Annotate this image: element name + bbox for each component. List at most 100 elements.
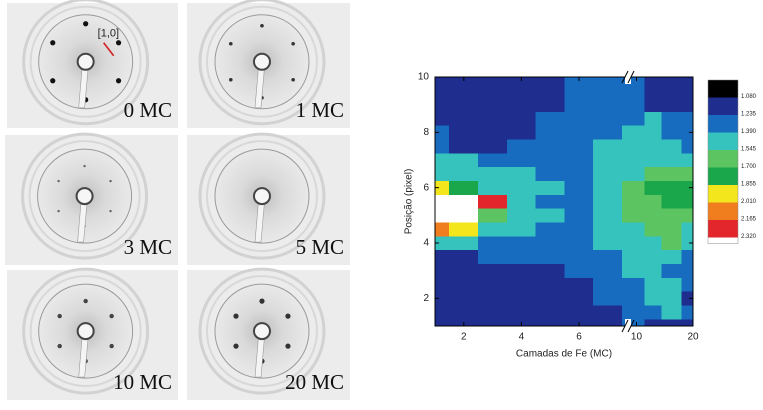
contour-cell: [434, 208, 450, 223]
contour-cell: [506, 83, 537, 98]
contour-cell: [681, 166, 694, 182]
contour-cell: [535, 97, 565, 112]
panel-annotation: [1,0]: [98, 28, 119, 40]
contour-cell: [661, 194, 682, 209]
x-tick-label: 20: [687, 332, 699, 343]
x-tick-label: 6: [576, 332, 582, 343]
electron-gun: [75, 187, 94, 206]
colorbar-swatch: [708, 150, 738, 168]
contour-cell: [477, 208, 508, 223]
contour-cell: [661, 235, 682, 251]
contour-cell: [681, 263, 694, 278]
diffraction-spot: [57, 343, 62, 349]
colorbar-swatch: [708, 115, 738, 133]
contour-cell: [449, 97, 479, 112]
contour-cell: [593, 277, 623, 292]
leed-panel: 10 MC: [7, 267, 178, 400]
colorbar-swatch: [708, 220, 738, 238]
contour-cell: [564, 166, 594, 182]
contour-cell: [477, 180, 508, 195]
contour-cell: [564, 277, 594, 292]
contour-cell: [621, 97, 646, 112]
diffraction-spot: [50, 78, 56, 84]
diffraction-spot: [109, 313, 114, 319]
contour-cell: [644, 139, 663, 154]
contour-cell: [644, 208, 663, 223]
contour-cell: [644, 180, 663, 195]
contour-cell: [477, 139, 508, 154]
contour-cell: [449, 166, 479, 182]
colorbar-frame: [707, 79, 739, 244]
contour-cell: [535, 76, 565, 85]
contour-cell: [477, 222, 508, 237]
contour-cell: [535, 277, 565, 292]
contour-cell: [661, 305, 682, 320]
contour-cell: [681, 111, 694, 126]
colorbar-label: 2.320: [741, 234, 757, 240]
contour-cell: [681, 318, 694, 327]
contour-cell: [681, 139, 694, 154]
diffraction-spot: [115, 78, 122, 84]
contour-cell: [535, 152, 565, 168]
panel-label: 3 MC: [124, 235, 172, 259]
contour-cell: [621, 249, 646, 265]
contour-cell: [477, 305, 508, 320]
outer-ring: [21, 132, 149, 260]
contour-cell: [434, 97, 450, 112]
contour-cell: [661, 291, 682, 306]
contour-cell: [535, 305, 565, 320]
contour-cell: [621, 194, 646, 209]
contour-cell: [535, 83, 565, 98]
contour-cell: [564, 83, 594, 98]
contour-cell: [535, 235, 565, 251]
outer-ring: [198, 132, 326, 260]
outer-ring: [198, 267, 326, 395]
outer-ring: [29, 5, 142, 118]
diffraction-spot: [57, 209, 60, 213]
leed-panel: 1 MC: [187, 0, 350, 128]
outer-ring: [198, 0, 326, 126]
contour-cell: [621, 83, 646, 98]
contour-cell: [434, 166, 450, 182]
contour-cell: [661, 111, 682, 126]
contour-cell: [681, 152, 694, 168]
diffraction-spot: [83, 164, 86, 168]
axis-break-mark: [621, 70, 629, 84]
contour-cell: [449, 125, 479, 140]
diffraction-spot: [285, 343, 291, 349]
outer-ring: [22, 267, 150, 395]
contour-cell: [593, 208, 623, 223]
contour-cell: [644, 249, 663, 265]
contour-cell: [434, 76, 450, 85]
contour-cell: [661, 166, 682, 182]
diffraction-spot: [83, 298, 88, 304]
colorbar-label: 1.545: [741, 147, 757, 153]
panel-label: 0 MC: [124, 98, 172, 122]
y-tick-label: 10: [418, 72, 430, 83]
contour-cell: [621, 208, 646, 223]
contour-cell: [661, 139, 682, 154]
axis-break-gap: [625, 70, 631, 84]
contour-cell: [477, 194, 508, 209]
contour-cell: [434, 194, 450, 209]
electron-gun: [252, 322, 271, 341]
contour-cell: [593, 125, 623, 140]
diffraction-spot: [57, 179, 60, 183]
contour-cell: [644, 291, 663, 306]
contour-cell: [593, 83, 623, 98]
contour-cell: [681, 194, 694, 209]
contour-cell: [506, 249, 537, 265]
contour-cell: [477, 318, 508, 327]
contour-cell: [661, 277, 682, 292]
contour-cell: [449, 291, 479, 306]
contour-cell: [434, 139, 450, 154]
contour-cell: [449, 152, 479, 168]
contour-cell: [593, 235, 623, 251]
colorbar-swatch: [708, 80, 738, 98]
contour-cell: [434, 249, 450, 265]
contour-cell: [621, 166, 646, 182]
contour-cell: [681, 222, 694, 237]
contour-cell: [506, 277, 537, 292]
panel-label: 5 MC: [296, 235, 344, 259]
